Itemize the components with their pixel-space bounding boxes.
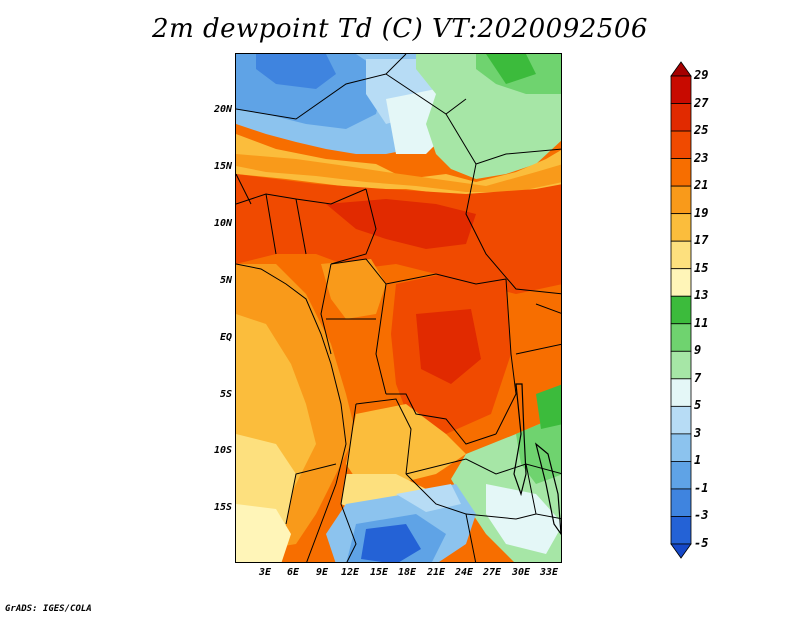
colorbar-top-arrow [670,61,692,77]
lake-malawi [534,442,561,536]
colorbar-segment [670,185,692,215]
map-title: 2m dewpoint Td (C) VT:2020092506 [152,14,648,44]
lon-label-15e: 15E [369,567,389,578]
field-sahel [236,134,561,199]
lon-label-30e: 30E [511,567,531,578]
dewpoint-map [235,53,562,563]
colorbar [670,61,692,559]
colorbar-segment [670,75,692,104]
colorbar-label: 9 [694,343,702,358]
lon-label-27e: 27E [482,567,502,578]
lat-label-10s: 10S [213,445,232,456]
colorbar-label: 3 [694,425,702,440]
colorbar-label: 13 [694,288,709,303]
colorbar-bottom-arrow [670,543,692,559]
colorbar-label: 25 [694,123,709,138]
lon-label-6e: 6E [286,567,300,578]
colorbar-segment [670,213,692,242]
colorbar-segment [670,488,692,517]
lat-label-10n: 10N [213,218,232,229]
lon-label-21e: 21E [426,567,446,578]
lat-label-15n: 15N [213,161,232,172]
lat-label-5s: 5S [219,389,232,400]
colorbar-label: -3 [694,508,709,523]
colorbar-segment [670,240,692,270]
colorbar-segment [670,516,692,545]
colorbar-label: 27 [694,95,709,110]
colorbar-label: 7 [694,370,702,385]
lat-label-20n: 20N [213,104,232,115]
lon-label-3e: 3E [258,567,272,578]
colorbar-segment [670,103,692,132]
colorbar-segment [670,461,692,490]
colorbar-segment [670,405,692,435]
colorbar-segment [670,158,692,187]
coastline [236,263,347,562]
colorbar-segment [670,268,692,297]
colorbar-label: 17 [694,233,709,248]
colorbar-label: 23 [694,150,709,165]
colorbar-segment [670,433,692,462]
colorbar-label: 11 [694,315,709,330]
colorbar-label: 5 [694,398,702,413]
lat-label-eq: EQ [219,332,232,343]
colorbar-label: 29 [694,68,709,82]
colorbar-label: -5 [694,536,709,550]
colorbar-label: 21 [694,178,709,193]
colorbar-segment [670,130,692,159]
lake-tanganyika [513,383,527,497]
colorbar-label: 1 [694,453,702,468]
colorbar-segment [670,378,692,407]
lat-label-15s: 15S [213,502,232,513]
colorbar-label: 15 [694,260,709,275]
lon-label-9e: 9E [315,567,329,578]
lon-label-12e: 12E [340,567,360,578]
colorbar-segment [670,295,692,325]
colorbar-segment [670,323,692,352]
lon-label-33e: 33E [539,567,559,578]
lat-label-5n: 5N [219,275,232,286]
lon-label-24e: 24E [454,567,474,578]
colorbar-segment [670,350,692,380]
colorbar-label: 19 [694,205,709,220]
lon-label-18e: 18E [397,567,417,578]
credit-text: GrADS: IGES/COLA [5,604,92,614]
country-borders [236,54,561,562]
colorbar-label: -1 [694,480,709,495]
